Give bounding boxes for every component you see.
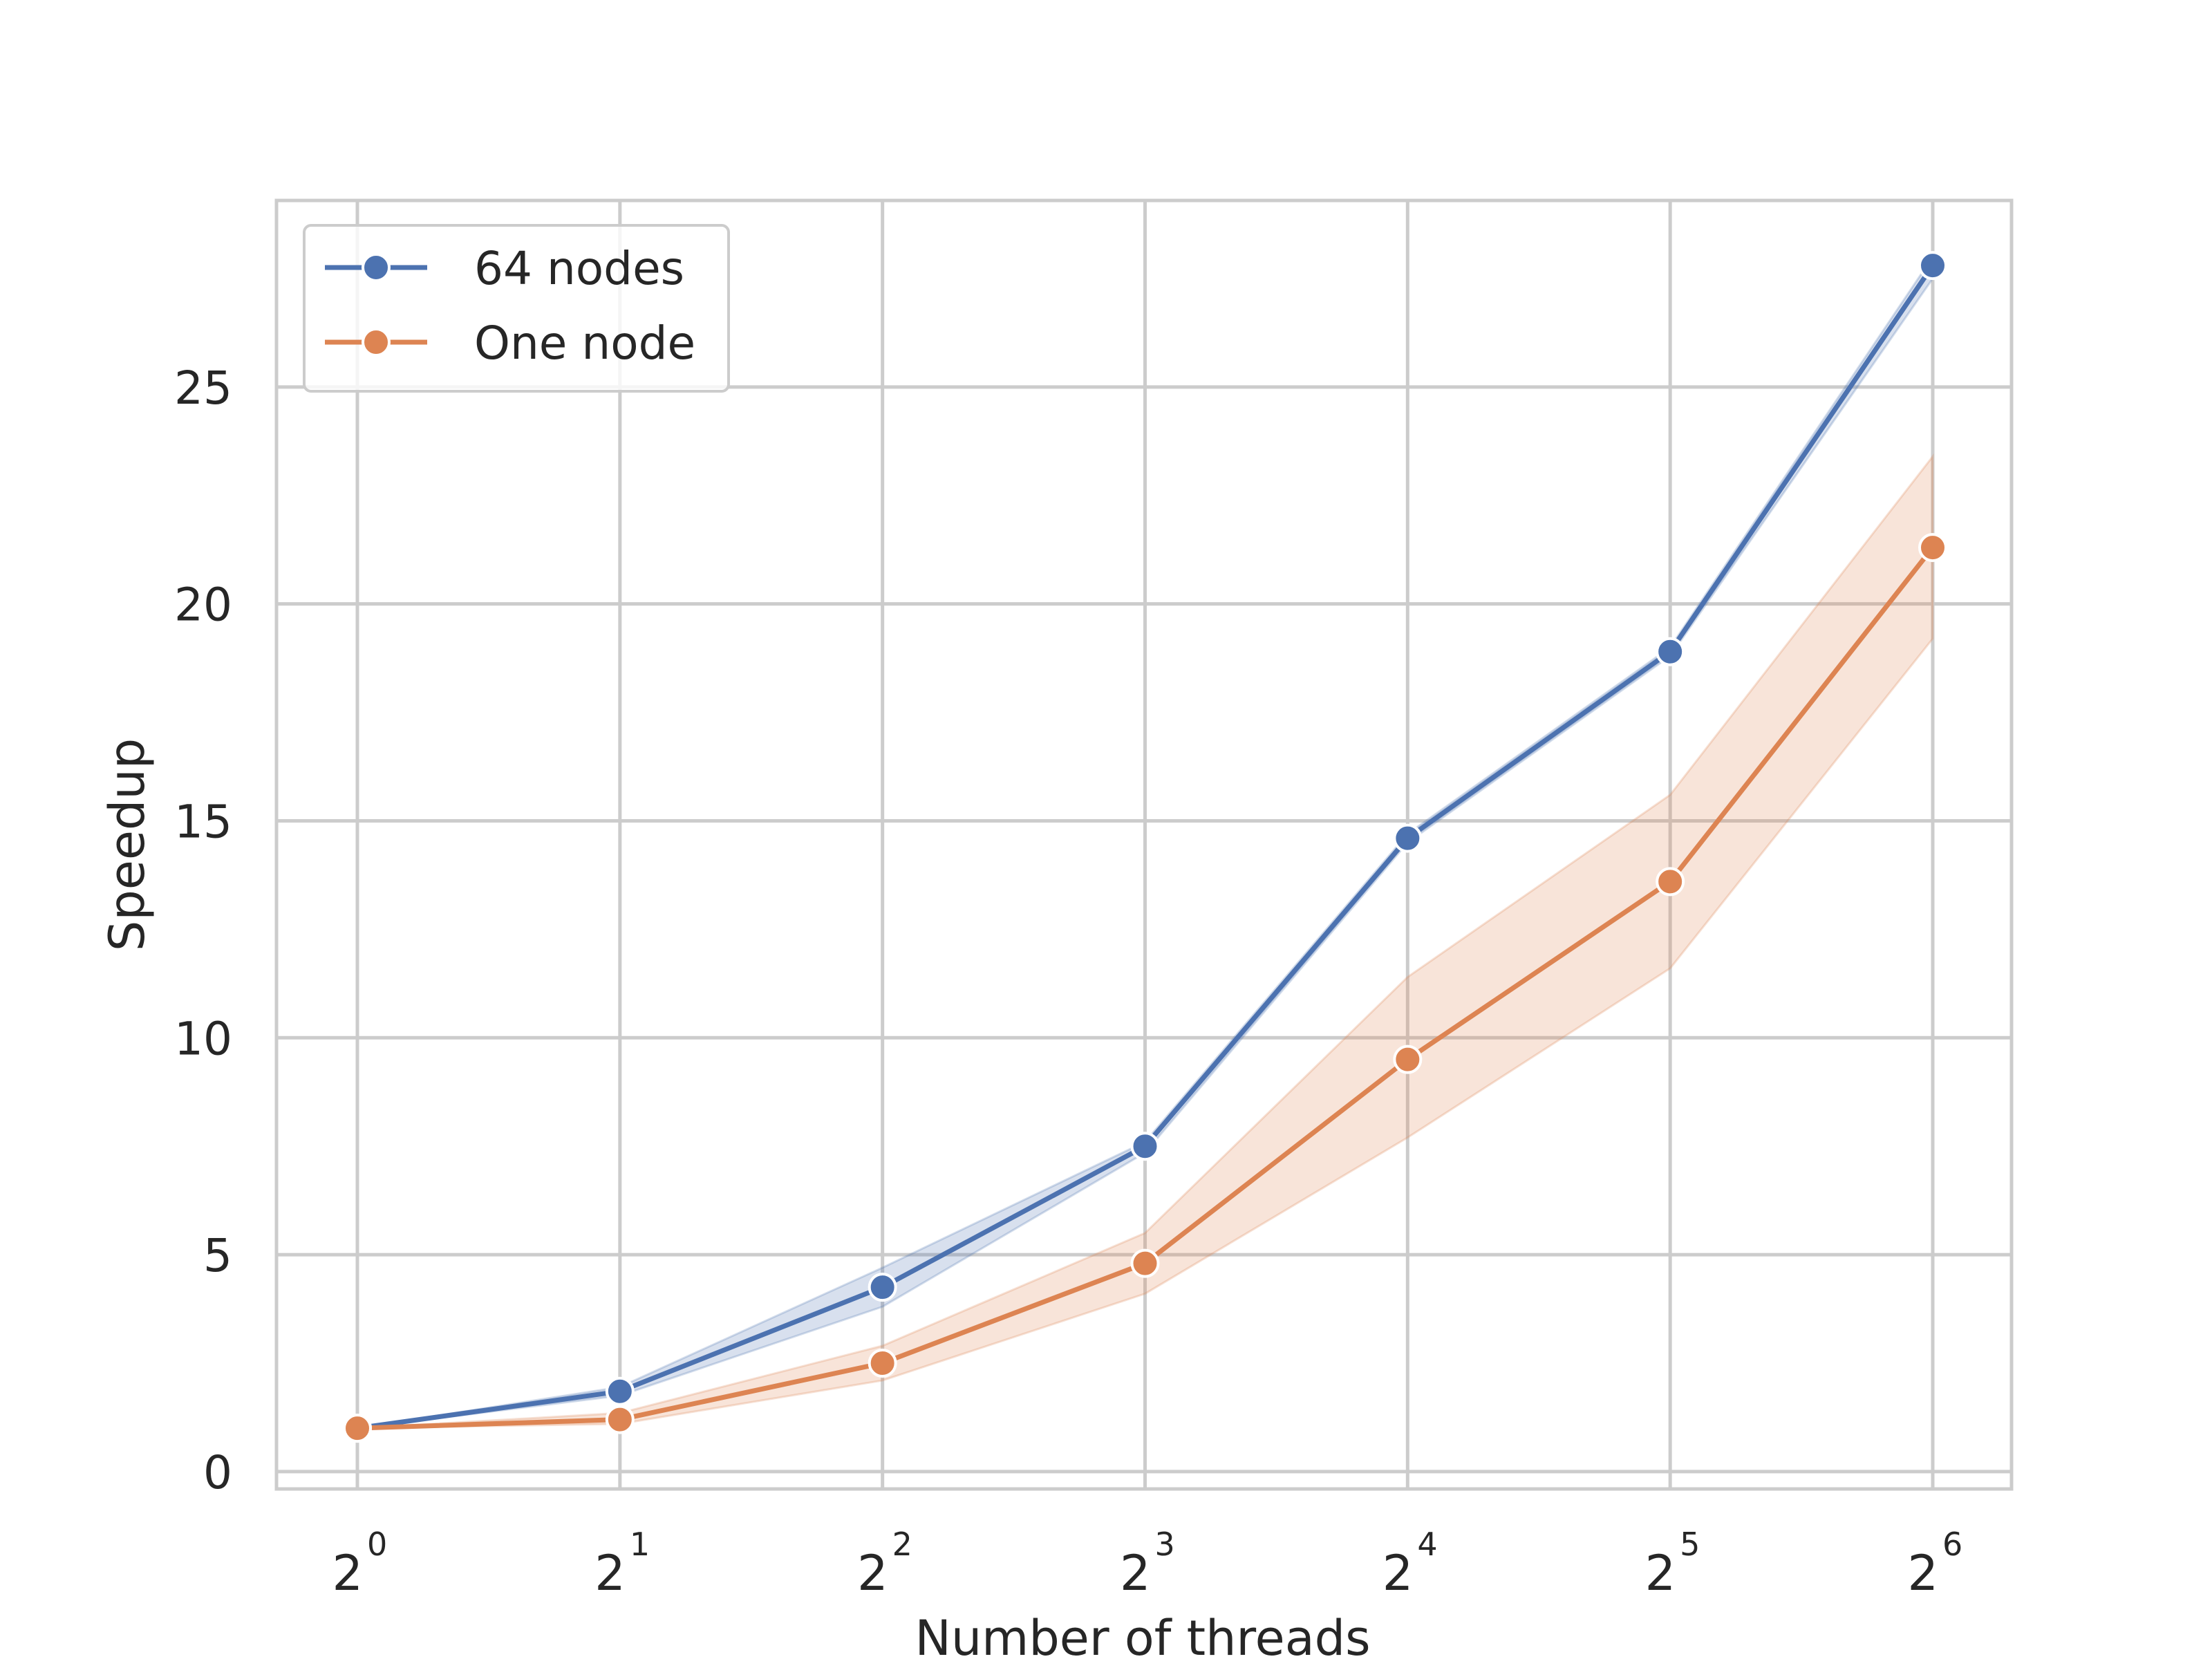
x-tick-base: 2 xyxy=(594,1545,626,1602)
x-tick-base: 2 xyxy=(857,1545,888,1602)
y-tick-labels: 0 5 10 15 20 25 xyxy=(174,362,232,1499)
grid xyxy=(276,200,2012,1489)
x-tick-label: 25 xyxy=(1645,1526,1700,1602)
x-tick-exponent: 2 xyxy=(892,1526,912,1563)
legend-entry: One node xyxy=(325,317,695,370)
data-point xyxy=(605,1405,635,1434)
data-point xyxy=(1656,637,1685,666)
x-tick-exponent: 0 xyxy=(367,1526,387,1563)
data-point xyxy=(343,1414,372,1443)
legend-label: 64 nodes xyxy=(474,242,684,295)
x-tick-exponent: 1 xyxy=(630,1526,650,1563)
y-tick-label: 20 xyxy=(174,579,232,632)
data-point xyxy=(1918,533,1947,563)
x-tick-exponent: 4 xyxy=(1417,1526,1437,1563)
x-tick-base: 2 xyxy=(1907,1545,1938,1602)
data-point xyxy=(1130,1132,1160,1161)
legend: 64 nodes One node xyxy=(303,224,730,393)
x-tick-base: 2 xyxy=(1120,1545,1151,1602)
x-tick-label: 24 xyxy=(1382,1526,1438,1602)
x-axis-title: Number of threads xyxy=(915,1610,1370,1659)
y-axis-title: Speedup xyxy=(99,738,156,951)
x-tick-label: 22 xyxy=(857,1526,912,1602)
y-tick-label: 10 xyxy=(174,1012,232,1065)
y-tick-label: 25 xyxy=(174,362,232,415)
plot-frame xyxy=(274,198,2014,1491)
x-tick-label: 20 xyxy=(332,1526,387,1602)
data-point xyxy=(1393,823,1423,853)
data-point xyxy=(1393,1044,1423,1074)
legend-marker xyxy=(362,253,391,282)
data-point xyxy=(605,1376,635,1406)
x-tick-exponent: 5 xyxy=(1680,1526,1700,1563)
data-point xyxy=(1130,1248,1160,1278)
x-tick-exponent: 6 xyxy=(1942,1526,1962,1563)
data-point xyxy=(868,1273,897,1302)
x-tick-base: 2 xyxy=(1382,1545,1414,1602)
data-point xyxy=(868,1348,897,1378)
data-point xyxy=(1656,867,1685,897)
series-markers xyxy=(343,251,1947,1443)
x-tick-label: 26 xyxy=(1907,1526,1962,1602)
x-tick-label: 23 xyxy=(1120,1526,1175,1602)
y-tick-label: 0 xyxy=(203,1446,232,1499)
legend-label: One node xyxy=(474,317,695,370)
x-tick-label: 21 xyxy=(594,1526,650,1602)
y-tick-label: 5 xyxy=(203,1229,232,1282)
legend-entry: 64 nodes xyxy=(325,242,684,295)
x-tick-base: 2 xyxy=(332,1545,363,1602)
x-tick-base: 2 xyxy=(1645,1545,1676,1602)
data-point xyxy=(1918,251,1947,281)
y-tick-label: 15 xyxy=(174,795,232,848)
legend-marker xyxy=(362,328,391,357)
x-tick-exponent: 3 xyxy=(1155,1526,1175,1563)
